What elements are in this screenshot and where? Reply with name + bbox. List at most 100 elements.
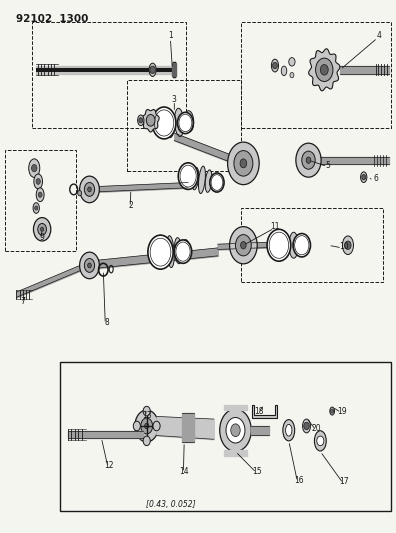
- Bar: [127, 80, 242, 171]
- Ellipse shape: [314, 431, 326, 451]
- Circle shape: [317, 436, 324, 446]
- Circle shape: [78, 190, 82, 196]
- Circle shape: [38, 223, 46, 235]
- Ellipse shape: [271, 59, 278, 72]
- Ellipse shape: [212, 174, 219, 191]
- Ellipse shape: [36, 188, 44, 201]
- Text: 14: 14: [179, 467, 189, 475]
- Polygon shape: [142, 110, 159, 132]
- Circle shape: [345, 241, 351, 249]
- Circle shape: [41, 227, 44, 231]
- Circle shape: [316, 58, 333, 82]
- Circle shape: [133, 421, 141, 431]
- Bar: [60, 362, 391, 511]
- Circle shape: [148, 235, 173, 269]
- Circle shape: [289, 58, 295, 66]
- Circle shape: [234, 151, 253, 176]
- Text: 1: 1: [168, 31, 173, 40]
- Circle shape: [80, 176, 99, 203]
- Circle shape: [241, 241, 246, 249]
- Ellipse shape: [192, 167, 199, 190]
- Ellipse shape: [286, 424, 292, 436]
- Text: 6: 6: [373, 174, 378, 183]
- Ellipse shape: [330, 407, 335, 415]
- Ellipse shape: [149, 63, 156, 76]
- Circle shape: [38, 192, 42, 197]
- Text: 10: 10: [339, 242, 349, 251]
- Circle shape: [231, 424, 240, 437]
- Polygon shape: [308, 49, 340, 91]
- Circle shape: [236, 235, 251, 256]
- Ellipse shape: [185, 168, 192, 186]
- Text: 18: 18: [254, 407, 264, 416]
- Ellipse shape: [269, 236, 279, 255]
- Bar: [242, 208, 383, 282]
- Circle shape: [139, 118, 143, 123]
- Circle shape: [290, 72, 294, 78]
- Circle shape: [88, 263, 91, 268]
- Bar: [32, 22, 186, 128]
- Circle shape: [88, 187, 91, 192]
- Circle shape: [36, 179, 40, 184]
- Circle shape: [143, 436, 150, 446]
- Circle shape: [84, 259, 95, 272]
- Circle shape: [304, 422, 309, 430]
- Bar: [5, 150, 76, 251]
- Circle shape: [226, 417, 245, 443]
- Circle shape: [34, 206, 38, 210]
- Ellipse shape: [281, 66, 287, 76]
- Circle shape: [80, 252, 99, 279]
- Text: 12: 12: [105, 462, 114, 470]
- Circle shape: [220, 409, 251, 451]
- Ellipse shape: [182, 240, 190, 260]
- Polygon shape: [253, 405, 277, 418]
- Circle shape: [135, 410, 158, 442]
- Circle shape: [143, 406, 150, 416]
- Ellipse shape: [205, 170, 212, 192]
- Text: 2: 2: [129, 201, 133, 210]
- Bar: [242, 22, 391, 128]
- Ellipse shape: [33, 203, 39, 213]
- Circle shape: [240, 159, 247, 168]
- Text: 5: 5: [326, 161, 331, 170]
- Circle shape: [267, 229, 291, 261]
- Circle shape: [272, 62, 277, 69]
- Text: 20: 20: [312, 424, 321, 433]
- Circle shape: [84, 182, 95, 196]
- Ellipse shape: [283, 419, 295, 441]
- Circle shape: [316, 59, 332, 80]
- Ellipse shape: [175, 108, 184, 136]
- Text: 17: 17: [339, 478, 349, 486]
- Circle shape: [320, 64, 328, 75]
- Text: 3: 3: [172, 94, 177, 103]
- Ellipse shape: [29, 159, 40, 177]
- Text: 13: 13: [142, 411, 152, 420]
- Ellipse shape: [299, 236, 308, 255]
- Text: 7: 7: [20, 296, 25, 305]
- Circle shape: [177, 112, 193, 134]
- Ellipse shape: [165, 109, 174, 138]
- Ellipse shape: [151, 243, 158, 264]
- Circle shape: [302, 151, 315, 169]
- Text: 19: 19: [337, 407, 347, 416]
- Circle shape: [210, 173, 224, 192]
- Ellipse shape: [138, 115, 144, 126]
- Ellipse shape: [166, 236, 174, 268]
- Text: 8: 8: [105, 318, 110, 327]
- Circle shape: [331, 409, 334, 413]
- Ellipse shape: [198, 166, 206, 193]
- Text: 9: 9: [40, 233, 45, 242]
- Ellipse shape: [159, 239, 166, 265]
- Circle shape: [146, 115, 155, 126]
- Circle shape: [228, 142, 259, 184]
- Circle shape: [145, 423, 149, 429]
- Ellipse shape: [361, 172, 367, 182]
- Ellipse shape: [174, 238, 182, 264]
- Text: 4: 4: [377, 31, 382, 40]
- Circle shape: [178, 163, 198, 189]
- Circle shape: [232, 426, 239, 435]
- Circle shape: [230, 227, 257, 264]
- Text: [0.43, 0.052]: [0.43, 0.052]: [146, 500, 195, 509]
- Text: 15: 15: [252, 467, 262, 475]
- Ellipse shape: [289, 232, 298, 258]
